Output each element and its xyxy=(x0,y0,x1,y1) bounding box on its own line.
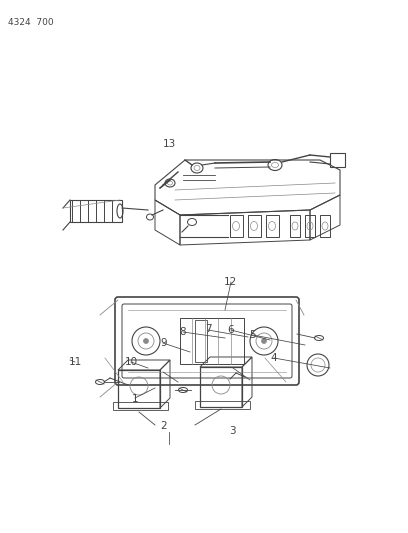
Bar xyxy=(248,215,261,237)
Bar xyxy=(195,401,250,409)
Text: 4: 4 xyxy=(270,353,277,363)
Bar xyxy=(266,215,279,237)
Ellipse shape xyxy=(144,338,149,343)
Bar xyxy=(200,367,242,407)
Text: 7: 7 xyxy=(205,325,211,334)
Text: 1: 1 xyxy=(131,394,138,403)
Text: 3: 3 xyxy=(229,426,236,435)
Bar xyxy=(230,215,243,237)
Text: 13: 13 xyxy=(163,139,176,149)
Bar xyxy=(305,215,315,237)
Bar xyxy=(118,370,160,408)
Text: 12: 12 xyxy=(224,278,237,287)
Text: 4324  700: 4324 700 xyxy=(8,18,53,27)
Ellipse shape xyxy=(262,338,266,343)
Text: 2: 2 xyxy=(160,422,166,431)
Bar xyxy=(330,153,345,167)
Text: 10: 10 xyxy=(125,358,138,367)
Bar xyxy=(290,215,300,237)
Bar xyxy=(70,200,122,222)
Text: 8: 8 xyxy=(180,327,186,336)
Bar xyxy=(195,320,207,362)
Text: 5: 5 xyxy=(250,330,256,340)
Text: 6: 6 xyxy=(227,326,234,335)
Bar xyxy=(180,318,244,364)
Text: 9: 9 xyxy=(160,338,166,348)
Bar xyxy=(320,215,330,237)
Bar xyxy=(113,402,168,410)
Text: 11: 11 xyxy=(69,358,82,367)
